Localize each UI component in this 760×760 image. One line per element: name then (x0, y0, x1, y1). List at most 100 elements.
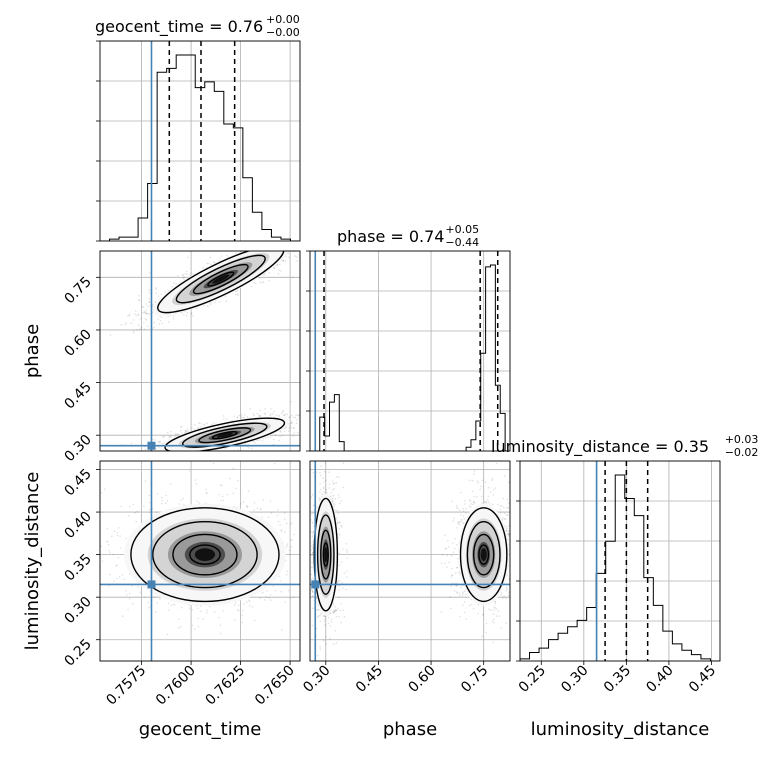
sample-point (484, 500, 487, 503)
sample-point (125, 590, 128, 592)
sample-point (462, 515, 465, 517)
sample-point (156, 602, 158, 604)
sample-point (88, 532, 90, 534)
sample-point (311, 416, 313, 418)
sample-point (266, 590, 269, 592)
sample-point (350, 422, 352, 424)
sample-point (506, 498, 509, 501)
sample-point (297, 246, 299, 248)
sample-point (150, 452, 152, 454)
sample-point (269, 414, 272, 417)
sample-point (302, 413, 304, 415)
sample-point (262, 437, 265, 440)
sample-point (185, 453, 187, 455)
sample-point (117, 556, 120, 559)
sample-point (268, 272, 270, 274)
sample-point (308, 236, 310, 238)
sample-point (148, 313, 151, 315)
sample-point (284, 601, 287, 603)
sample-point (313, 418, 315, 420)
sample-point (289, 424, 291, 427)
sample-point (191, 624, 194, 627)
sample-point (289, 246, 291, 248)
sample-point (226, 493, 229, 496)
sample-point (121, 574, 124, 576)
sample-point (159, 598, 161, 600)
sample-point (236, 416, 238, 418)
sample-point (289, 539, 292, 541)
sample-point (494, 487, 497, 490)
sample-point (263, 246, 265, 248)
sample-point (226, 254, 228, 257)
sample-point (464, 500, 466, 502)
hist-panel-geocent_time (100, 41, 300, 241)
sample-point (161, 322, 164, 325)
sample-point (456, 591, 458, 593)
sample-point (118, 576, 121, 578)
sample-point (129, 313, 131, 315)
sample-point (232, 492, 234, 495)
contour-line (172, 533, 238, 576)
sample-point (160, 496, 163, 499)
sample-point (186, 270, 188, 273)
sample-point (225, 418, 228, 420)
sample-point (135, 314, 137, 317)
sample-point (285, 255, 287, 258)
sample-point (218, 616, 220, 619)
sample-point (148, 494, 151, 497)
sample-point (220, 255, 223, 257)
sample-point (244, 414, 246, 416)
sample-point (253, 619, 256, 622)
sample-point (127, 608, 129, 611)
sample-point (514, 559, 516, 561)
sample-point (301, 237, 303, 239)
sample-point (165, 502, 167, 505)
sample-point (157, 441, 160, 444)
sample-point (220, 499, 222, 502)
sample-point (111, 535, 113, 538)
sample-point (222, 610, 225, 612)
sample-point (155, 448, 157, 450)
sample-point (301, 423, 303, 425)
sample-point (492, 618, 495, 620)
sample-point (290, 597, 292, 599)
sample-point (298, 234, 300, 236)
sample-point (155, 511, 158, 513)
title-luminosity_distance: luminosity_distance = 0.35 +0.03−0.02 (491, 433, 758, 459)
sample-point (269, 593, 272, 596)
sample-point (125, 537, 127, 540)
sample-point (199, 605, 202, 607)
sample-point (491, 479, 493, 481)
sample-point (166, 455, 168, 457)
sample-point (323, 226, 325, 228)
sample-point (278, 575, 281, 578)
sample-point (287, 430, 290, 433)
sample-point (512, 584, 514, 586)
sample-point (505, 622, 507, 625)
sample-point (254, 441, 256, 444)
sample-point (274, 241, 276, 243)
sample-point (219, 257, 221, 259)
sample-point (159, 441, 161, 444)
title-text: geocent_time = 0.76 (95, 17, 263, 37)
sample-point (172, 282, 175, 284)
sample-point (253, 509, 255, 511)
sample-point (219, 624, 222, 627)
sample-point (183, 276, 185, 278)
sample-point (469, 500, 472, 503)
sample-point (504, 518, 507, 520)
sample-point (448, 561, 450, 564)
sample-point (168, 609, 170, 611)
sample-point (174, 455, 176, 457)
sample-point (286, 246, 288, 248)
panel-frame (99, 40, 301, 242)
sample-point (276, 514, 279, 517)
sample-point (225, 300, 227, 303)
sample-point (276, 265, 278, 267)
sample-point (296, 236, 298, 238)
sample-point (109, 334, 112, 337)
sample-point (282, 410, 284, 413)
sample-point (205, 492, 208, 494)
sample-point (162, 436, 164, 438)
sample-point (137, 314, 140, 317)
